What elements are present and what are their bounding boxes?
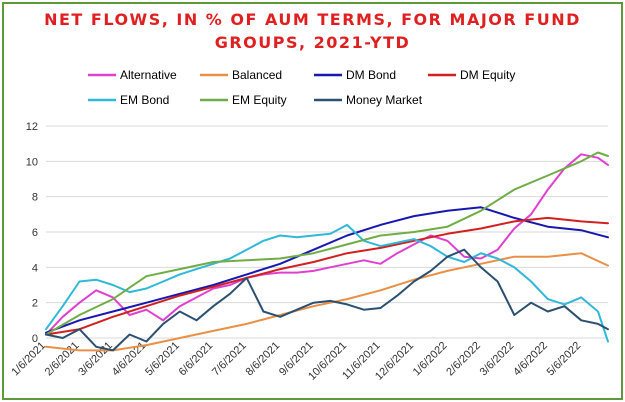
x-tick-label: 6/6/2021 — [177, 340, 216, 379]
y-tick-label: 10 — [26, 156, 38, 168]
x-tick-label: 8/6/2021 — [244, 340, 283, 379]
y-tick-label: 0 — [32, 333, 38, 345]
series-line-money-market — [45, 248, 609, 352]
y-tick-label: 12 — [26, 121, 38, 133]
y-tick-label: 6 — [32, 227, 38, 239]
y-tick-label: 8 — [32, 192, 38, 204]
x-tick-label: 2/6/2022 — [444, 340, 483, 379]
series-line-dm-equity — [45, 216, 609, 336]
legend-label-balanced: Balanced — [232, 68, 282, 82]
y-tick-label: 2 — [32, 298, 38, 310]
x-tick-label: 1/6/2022 — [411, 340, 450, 379]
chart-title-line-1: NET FLOWS, IN % OF AUM TERMS, FOR MAJOR … — [44, 10, 581, 29]
series-line-dm-bond — [45, 206, 609, 334]
x-tick-label: 1/6/2021 — [9, 340, 48, 379]
series-line-balanced — [45, 252, 609, 352]
series-line-alternative — [45, 153, 609, 336]
x-tick-label: 5/6/2022 — [545, 340, 584, 379]
x-tick-label: 4/6/2022 — [511, 340, 550, 379]
series-line-em-bond — [45, 223, 609, 343]
legend-label-money-market: Money Market — [346, 93, 423, 107]
legend-label-alternative: Alternative — [120, 68, 177, 82]
legend-label-dm-equity: DM Equity — [460, 68, 515, 82]
x-tick-label: 7/6/2021 — [210, 340, 249, 379]
legend-label-dm-bond: DM Bond — [346, 68, 396, 82]
chart-title-line-2: GROUPS, 2021-YTD — [214, 33, 411, 52]
y-tick-label: 4 — [32, 262, 38, 274]
x-tick-label: 3/6/2022 — [478, 340, 517, 379]
legend-label-em-bond: EM Bond — [120, 93, 169, 107]
legend-label-em-equity: EM Equity — [232, 93, 287, 107]
x-tick-label: 2/6/2021 — [43, 340, 82, 379]
series-line-em-equity — [45, 151, 609, 336]
